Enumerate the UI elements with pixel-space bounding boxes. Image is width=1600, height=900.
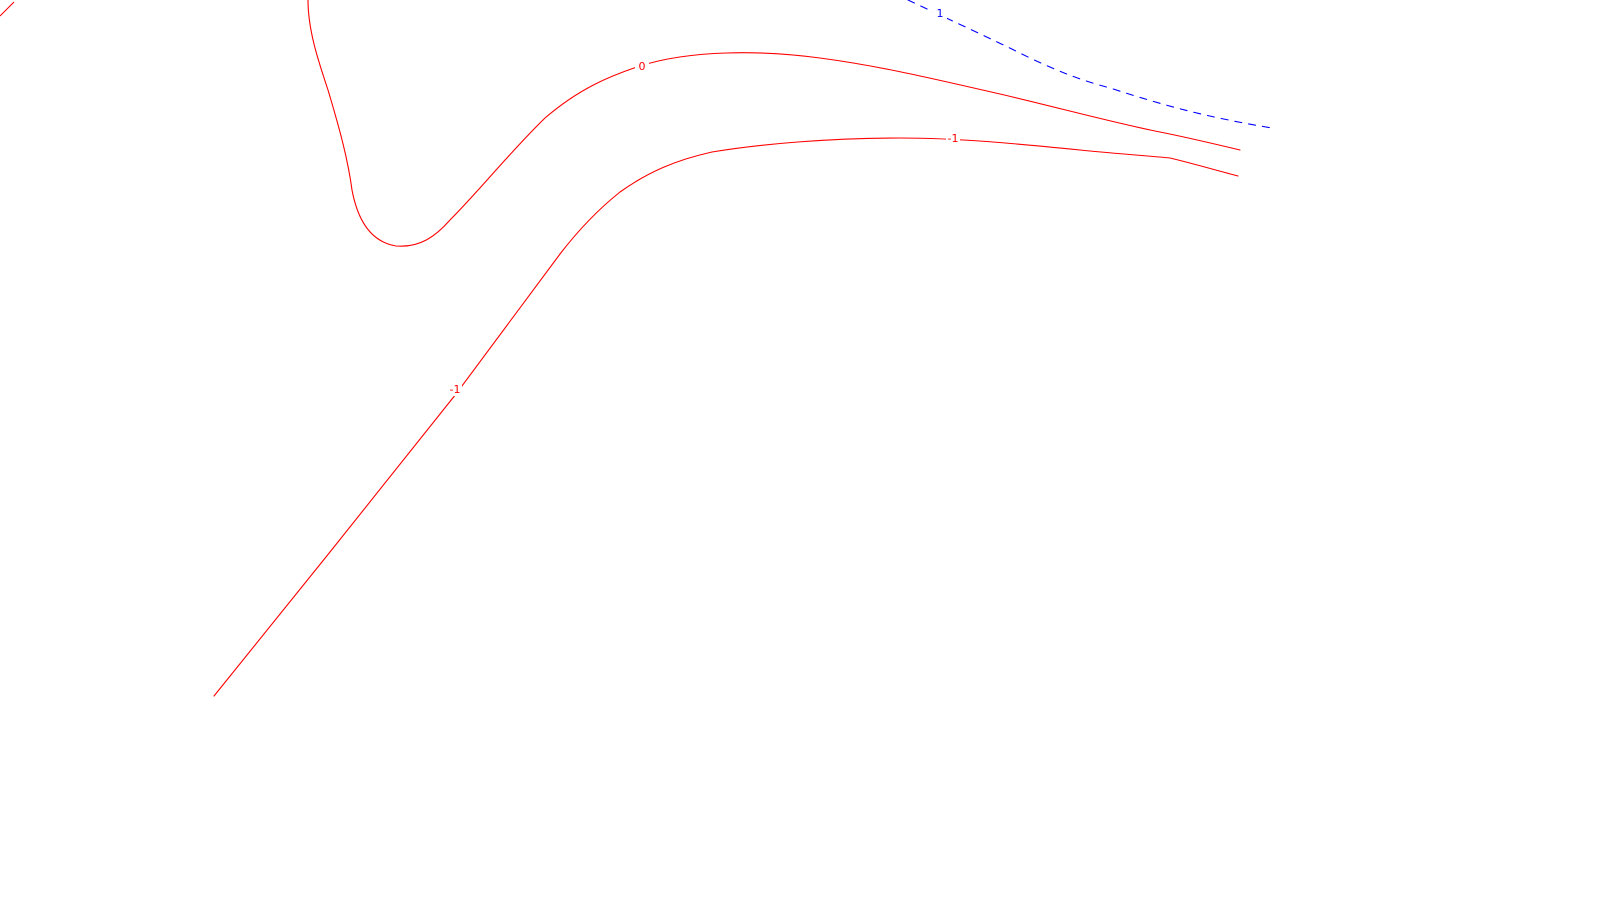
contour-neg1-lower-line bbox=[213, 151, 713, 697]
contour-neg1-upper-group: -1 bbox=[711, 132, 1239, 177]
contour-neg1-lower-label: -1 bbox=[450, 383, 461, 396]
contour-0-label: 0 bbox=[639, 60, 646, 73]
contour-pos1-label: 1 bbox=[937, 7, 944, 20]
contour-neg1-lower-label-bg bbox=[448, 384, 462, 396]
contour-pos1-group: 1 bbox=[907, 0, 1273, 129]
contour-neg1-upper-label-bg bbox=[946, 133, 960, 145]
contour-neg1-upper-label: -1 bbox=[948, 132, 959, 145]
contour-0-group: 0 bbox=[307, 0, 1241, 247]
contour-0-label-bg bbox=[635, 61, 649, 73]
contour-pos1-line bbox=[907, 0, 1273, 129]
contour-neg1-upper-line bbox=[711, 137, 1239, 177]
corner-contour-fragment bbox=[0, 1, 15, 17]
contour-pos1-label-bg bbox=[933, 8, 947, 20]
contour-0-line bbox=[307, 0, 1241, 247]
contour-neg1-lower-group: -1 bbox=[213, 151, 713, 697]
